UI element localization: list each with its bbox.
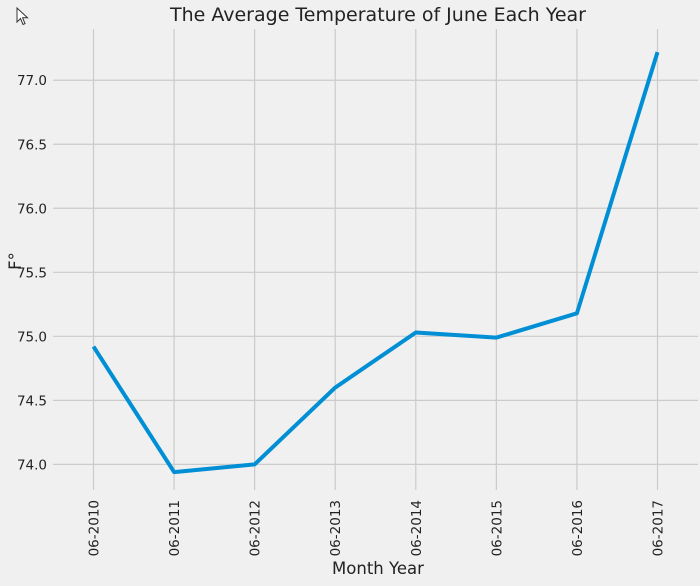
x-tick-label: 06-2013 [328, 500, 344, 556]
y-axis-label: F° [6, 252, 25, 270]
x-tick-label: 06-2015 [489, 500, 505, 556]
mouse-cursor-icon [16, 7, 29, 26]
x-tick-label: 06-2010 [87, 500, 103, 556]
y-tick-label: 74.0 [17, 457, 47, 473]
x-tick-label: 06-2012 [248, 500, 264, 556]
y-tick-label: 76.5 [17, 137, 47, 153]
x-tick-label: 06-2017 [651, 500, 667, 556]
y-tick-label: 77.0 [17, 73, 47, 89]
y-tick-labels: 74.0 74.5 75.0 75.5 76.0 76.5 77.0 [17, 73, 47, 473]
series-line [91, 51, 660, 475]
grid-lines [53, 29, 698, 490]
y-tick-label: 75.0 [17, 329, 47, 345]
y-tick-label: 75.5 [17, 265, 47, 281]
y-tick-label: 76.0 [17, 201, 47, 217]
x-tick-labels: 06-2010 06-2011 06-2012 06-2013 06-2014 06-20… [87, 500, 667, 556]
x-tick-label: 06-2016 [570, 500, 586, 556]
x-axis-label: Month Year [332, 559, 424, 578]
series-layer [91, 51, 660, 475]
y-tick-label: 74.5 [17, 393, 47, 409]
chart-title: The Average Temperature of June Each Yea… [169, 4, 586, 26]
x-tick-label: 06-2011 [167, 500, 183, 556]
x-tick-label: 06-2014 [409, 500, 425, 556]
